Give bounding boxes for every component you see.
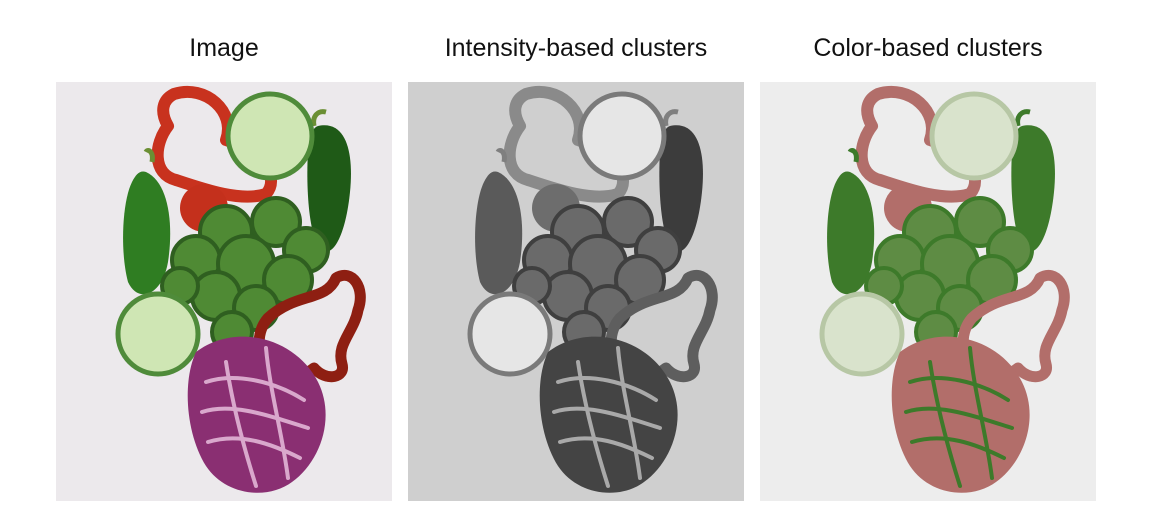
pepper-stem (663, 109, 679, 127)
pepper-stem (847, 148, 859, 163)
cabbage-vein (910, 436, 1006, 460)
cabbage-vein (204, 376, 306, 402)
cabbage-vein (576, 360, 610, 488)
pepper-stem (311, 109, 327, 127)
cabbage-vein (928, 360, 962, 488)
cucumber-slice-bottom (467, 291, 553, 377)
green-pepper-left (123, 171, 171, 295)
pepper-stem (495, 148, 507, 163)
broccoli-floret (250, 196, 302, 248)
cabbage-vein (904, 406, 1014, 430)
cabbage-vein (264, 346, 290, 480)
pepper-stem (143, 148, 155, 163)
cucumber-slice-top (577, 91, 667, 181)
cucumber-slice-top (225, 91, 315, 181)
cabbage-vein (556, 376, 658, 402)
cabbage-vein (968, 346, 994, 480)
cabbage-vein (558, 436, 654, 460)
red-pepper-ring-top (503, 86, 629, 203)
cabbage-vein (224, 360, 258, 488)
cucumber-slice-bottom (819, 291, 905, 377)
green-pepper-left (475, 171, 523, 295)
green-pepper-left (827, 171, 875, 295)
green-pepper-right (659, 125, 703, 252)
vegetable-photo (56, 82, 392, 501)
red-pepper-ring-top (151, 86, 277, 203)
cabbage-vein (908, 376, 1010, 402)
green-pepper-right (1011, 125, 1055, 252)
red-pepper-ring-top (855, 86, 981, 203)
panel-title: Color-based clusters (813, 34, 1043, 62)
panel-title: Intensity-based clusters (444, 34, 708, 62)
cucumber-slice-bottom (115, 291, 201, 377)
pepper-stem (1015, 109, 1031, 127)
cabbage-vein (200, 406, 310, 430)
cabbage-vein (206, 436, 302, 460)
cucumber-slice-top (929, 91, 1019, 181)
intensity-cluster-image (408, 82, 744, 501)
green-pepper-right (307, 125, 351, 252)
cabbage-vein (616, 346, 642, 480)
color-cluster-image (760, 82, 1096, 501)
cabbage-vein (552, 406, 662, 430)
broccoli-floret (954, 196, 1006, 248)
panel-title: Image (189, 34, 259, 62)
broccoli-floret (602, 196, 654, 248)
